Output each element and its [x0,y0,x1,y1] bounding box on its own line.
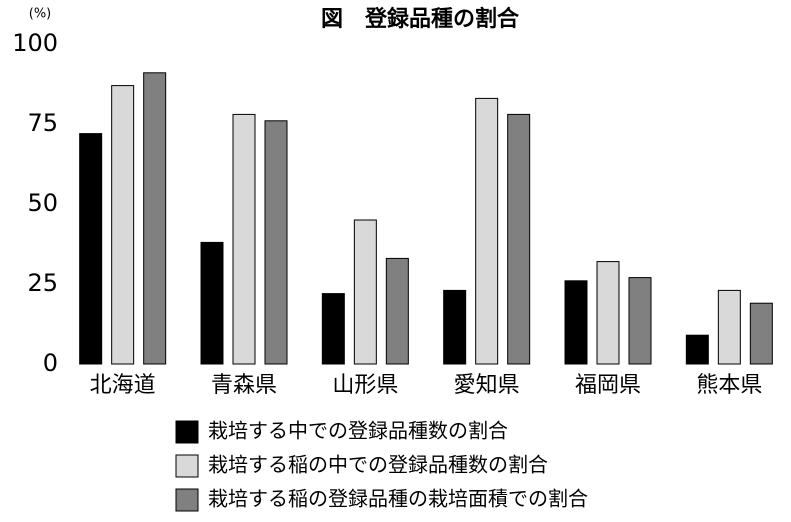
bar [385,257,409,365]
y-tick-label: 100 [12,29,58,57]
bar [717,289,741,365]
x-tick-label: 熊本県 [696,373,762,398]
chart-title: 図 登録品種の割合 [321,6,520,32]
bar [596,261,620,365]
bar [321,293,345,365]
bar [353,219,377,365]
legend-label: 栽培する稲の中での登録品種数の割合 [208,453,548,477]
bar [264,120,288,365]
bar [443,289,467,365]
bar [685,334,709,365]
bar [143,72,167,365]
y-tick-label: 25 [27,269,58,297]
bar [475,97,499,365]
y-tick-label: 50 [27,189,58,217]
bar [111,85,135,365]
x-tick-label: 北海道 [90,373,156,398]
bar [232,113,256,365]
legend-swatch [175,488,199,512]
legend-swatch [175,454,199,478]
y-unit: (%) [29,7,52,22]
x-tick-label: 山形県 [332,373,398,398]
bar [628,277,652,365]
bar [749,302,773,365]
bar [507,113,531,365]
legend-label: 栽培する中での登録品種数の割合 [208,419,508,443]
bar [564,280,588,365]
y-tick-label: 0 [43,349,58,377]
bar [200,241,224,365]
x-tick-label: 福岡県 [575,373,641,398]
legend-label: 栽培する稲の登録品種の栽培面積での割合 [208,487,588,511]
x-tick-label: 青森県 [211,373,277,398]
legend-swatch [175,420,199,444]
x-tick-label: 愛知県 [454,373,520,398]
y-tick-label: 75 [27,109,58,137]
bar [79,133,103,365]
